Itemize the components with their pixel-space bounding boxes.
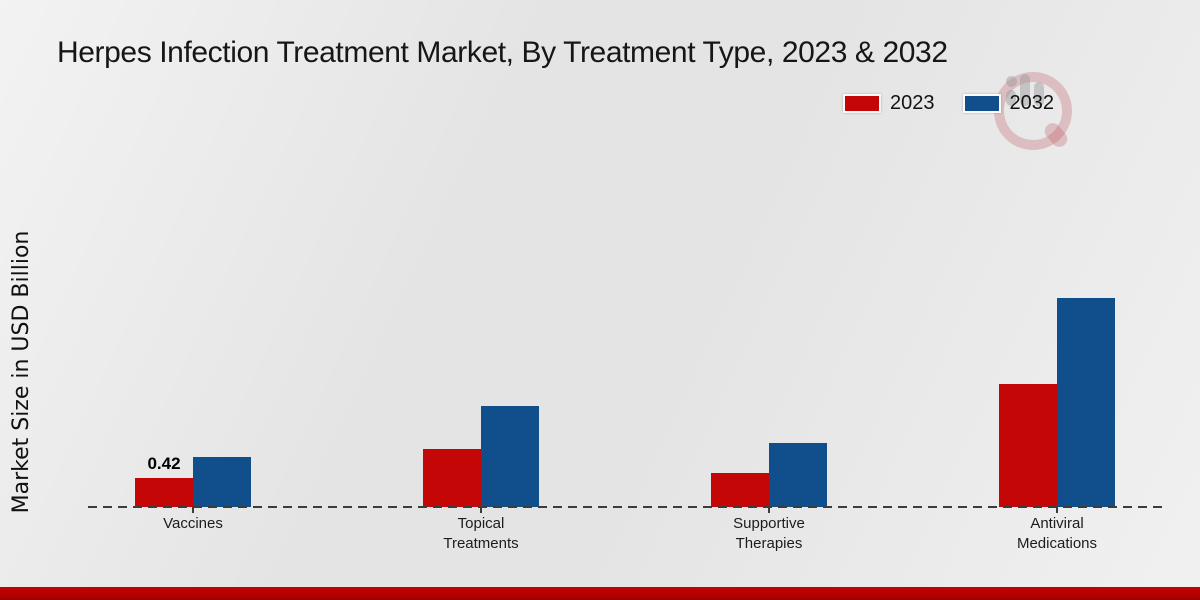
bar-2023-topical-treatments <box>423 449 481 507</box>
watermark-bar <box>1034 82 1044 106</box>
legend-label-2032: 2032 <box>1009 92 1055 114</box>
x-axis-tick <box>1056 507 1058 513</box>
x-axis-tick <box>480 507 482 513</box>
bar-2032-antiviral-medications <box>1057 298 1115 507</box>
chart-title: Herpes Infection Treatment Market, By Tr… <box>57 36 948 69</box>
x-axis-tick <box>768 507 770 513</box>
legend-item-2032: 2032 <box>962 92 1055 115</box>
bar-2023-supportive-therapies <box>711 473 769 507</box>
category-label-vaccines: Vaccines <box>163 515 223 532</box>
category-label-topical-treatments: Topical Treatments <box>443 515 519 552</box>
bar-2032-vaccines <box>193 457 251 507</box>
x-axis-baseline <box>88 506 1163 508</box>
legend: 2023 2032 <box>843 92 1054 115</box>
legend-item-2023: 2023 <box>843 92 935 115</box>
category-label-antiviral-medications: Antiviral Medications <box>1016 515 1098 552</box>
data-label-vaccines-2023: 0.42 <box>147 454 181 473</box>
watermark-dot <box>1006 76 1017 87</box>
y-axis-label: Market Size in USD Billion <box>9 230 34 514</box>
bar-2032-topical-treatments <box>481 406 539 507</box>
bar-2032-supportive-therapies <box>769 443 827 507</box>
x-axis-tick <box>192 507 194 513</box>
footer-red-strip <box>0 587 1200 600</box>
watermark-bar <box>1020 74 1030 106</box>
legend-label-2023: 2023 <box>890 92 935 114</box>
bar-2023-antiviral-medications <box>999 384 1057 507</box>
legend-swatch-2023 <box>843 94 881 113</box>
bar-2023-vaccines <box>135 478 193 507</box>
legend-swatch-2032 <box>962 94 1001 113</box>
category-label-supportive-therapies: Supportive Therapies <box>733 515 805 552</box>
watermark-bar <box>1006 90 1016 106</box>
